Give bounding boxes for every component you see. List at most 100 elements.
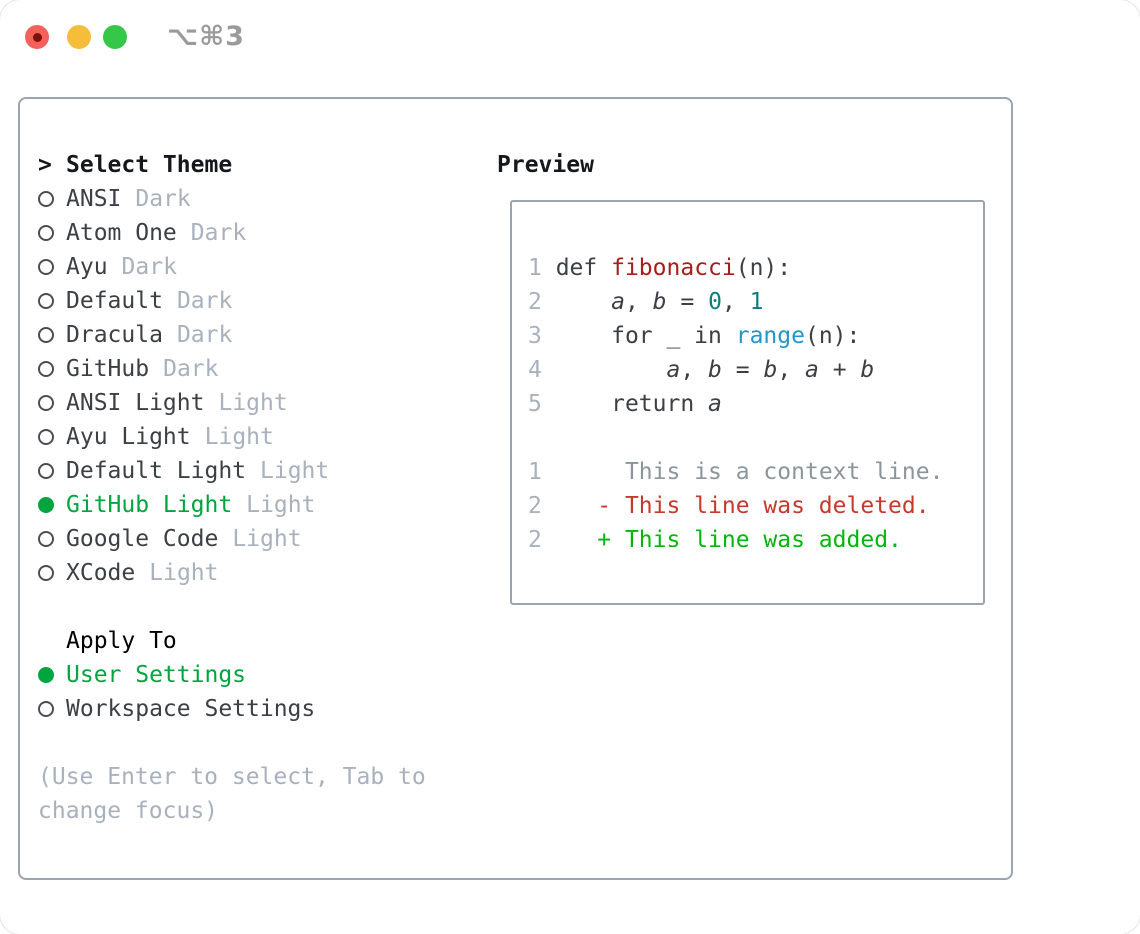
close-button[interactable]	[25, 25, 49, 49]
select-theme-header: > Select Theme	[38, 148, 426, 182]
theme-list: > Select Theme ANSI Dark Atom One Dark Ayu Dark…	[38, 148, 426, 828]
theme-variant: Light	[260, 458, 330, 484]
code-line: 2 a, b = 0, 1	[528, 285, 943, 319]
theme-option[interactable]: ANSI Light Light	[38, 386, 426, 420]
theme-name: ANSI	[66, 186, 122, 212]
theme-option[interactable]: Dracula Dark	[38, 318, 426, 352]
code-segment-pl: (n):	[735, 255, 792, 281]
theme-option[interactable]: Google Code Light	[38, 522, 426, 556]
code-segment-nl: 1	[749, 289, 764, 315]
code-segment-vr: a	[708, 391, 722, 417]
code-line: 4 a, b = b, a + b	[528, 353, 943, 387]
code-segment-vr: b	[860, 357, 875, 383]
zoom-button[interactable]	[103, 25, 127, 49]
radio-icon	[38, 463, 54, 479]
code-segment-pl	[542, 289, 611, 315]
theme-option[interactable]: Default Light Light	[38, 454, 426, 488]
radio-icon	[38, 395, 54, 411]
apply-to-header: Apply To	[38, 624, 426, 658]
code-segment-pl	[542, 459, 625, 485]
code-line: 1 def fibonacci(n):	[528, 251, 943, 285]
code-segment-pl	[542, 527, 597, 553]
apply-option[interactable]: User Settings	[38, 658, 426, 692]
radio-icon	[38, 429, 54, 445]
theme-option[interactable]: XCode Light	[38, 556, 426, 590]
theme-variant: Dark	[163, 356, 219, 382]
theme-option[interactable]: Atom One Dark	[38, 216, 426, 250]
theme-name: ANSI Light	[66, 390, 205, 416]
code-segment-dl: - This line was deleted.	[597, 493, 930, 519]
apply-option[interactable]: Workspace Settings	[38, 692, 426, 726]
code-segment-ln: 3	[528, 323, 542, 349]
code-segment-ln: 1	[528, 459, 542, 485]
code-segment-vr: a	[611, 289, 625, 315]
theme-name: Google Code	[66, 526, 219, 552]
theme-option[interactable]: ANSI Dark	[38, 182, 426, 216]
select-theme-label: Select Theme	[66, 152, 233, 178]
theme-variant: Light	[246, 492, 316, 518]
theme-option[interactable]: GitHub Dark	[38, 352, 426, 386]
apply-to-label: Apply To	[66, 628, 177, 654]
close-button-dot	[33, 33, 42, 42]
code-line: 2 + This line was added.	[528, 523, 943, 557]
code-segment-pl	[542, 493, 597, 519]
hint-line: (Use Enter to select, Tab to	[38, 760, 426, 794]
code-segment-ln: 2	[528, 493, 542, 519]
radio-icon	[38, 191, 54, 207]
code-segment-vr: a	[666, 357, 681, 383]
theme-variant: Dark	[176, 288, 233, 314]
code-segment-pl: =	[666, 289, 709, 315]
hint-text: (Use Enter to select, Tab to	[38, 764, 426, 790]
radio-icon	[38, 701, 54, 717]
code-segment-pl: (n):	[804, 323, 861, 349]
code-segment-ln: 1	[528, 255, 542, 281]
theme-name: Ayu Light	[66, 424, 191, 450]
hint-text: change focus)	[38, 798, 219, 824]
theme-option[interactable]: Ayu Light Light	[38, 420, 426, 454]
radio-icon	[38, 259, 54, 275]
code-segment-pl: ,	[721, 289, 750, 315]
code-segment-vr: a	[805, 357, 819, 383]
radio-icon	[38, 361, 54, 377]
code-segment-fn: fibonacci	[611, 255, 736, 281]
code-segment-ln: 4	[528, 357, 542, 383]
code-segment-ln: 2	[528, 289, 542, 315]
theme-name: Atom One	[66, 220, 177, 246]
code-segment-pl: =	[721, 357, 764, 383]
radio-icon	[38, 667, 54, 683]
theme-variant: Dark	[190, 220, 247, 246]
theme-variant: Light	[232, 526, 302, 552]
code-segment-pl	[542, 357, 667, 383]
code-segment-vr: b	[708, 357, 722, 383]
theme-variant: Dark	[176, 322, 233, 348]
theme-picker-panel: > Select Theme ANSI Dark Atom One Dark Ayu Dark…	[18, 97, 1013, 880]
code-line: 3 for _ in range(n):	[528, 319, 943, 353]
theme-option[interactable]: GitHub Light Light	[38, 488, 426, 522]
minimize-button[interactable]	[67, 25, 91, 49]
radio-icon	[38, 497, 54, 513]
radio-icon	[38, 225, 54, 241]
radio-icon	[38, 293, 54, 309]
theme-option[interactable]: Default Dark	[38, 284, 426, 318]
theme-variant: Light	[149, 560, 219, 586]
code-segment-pl: ,	[624, 289, 653, 315]
titlebar: ⌥⌘3	[0, 0, 1140, 76]
code-segment-bi: range	[735, 323, 805, 349]
theme-name: Ayu	[66, 254, 108, 280]
code-segment-ln: 5	[528, 391, 542, 417]
code-segment-pl: for _ in	[541, 323, 736, 349]
code-segment-cx: This is a context line.	[624, 459, 944, 485]
code-segment-pl: +	[818, 357, 861, 383]
code-line	[528, 421, 943, 455]
radio-icon	[38, 531, 54, 547]
apply-option-name: User Settings	[66, 662, 247, 688]
code-segment-vr: b	[763, 357, 778, 383]
preview-title: Preview	[497, 152, 594, 178]
spacer-row	[38, 726, 426, 760]
apply-option-name: Workspace Settings	[66, 696, 316, 722]
theme-name: GitHub	[66, 356, 150, 382]
theme-name: Default	[66, 288, 163, 314]
theme-option[interactable]: Ayu Dark	[38, 250, 426, 284]
